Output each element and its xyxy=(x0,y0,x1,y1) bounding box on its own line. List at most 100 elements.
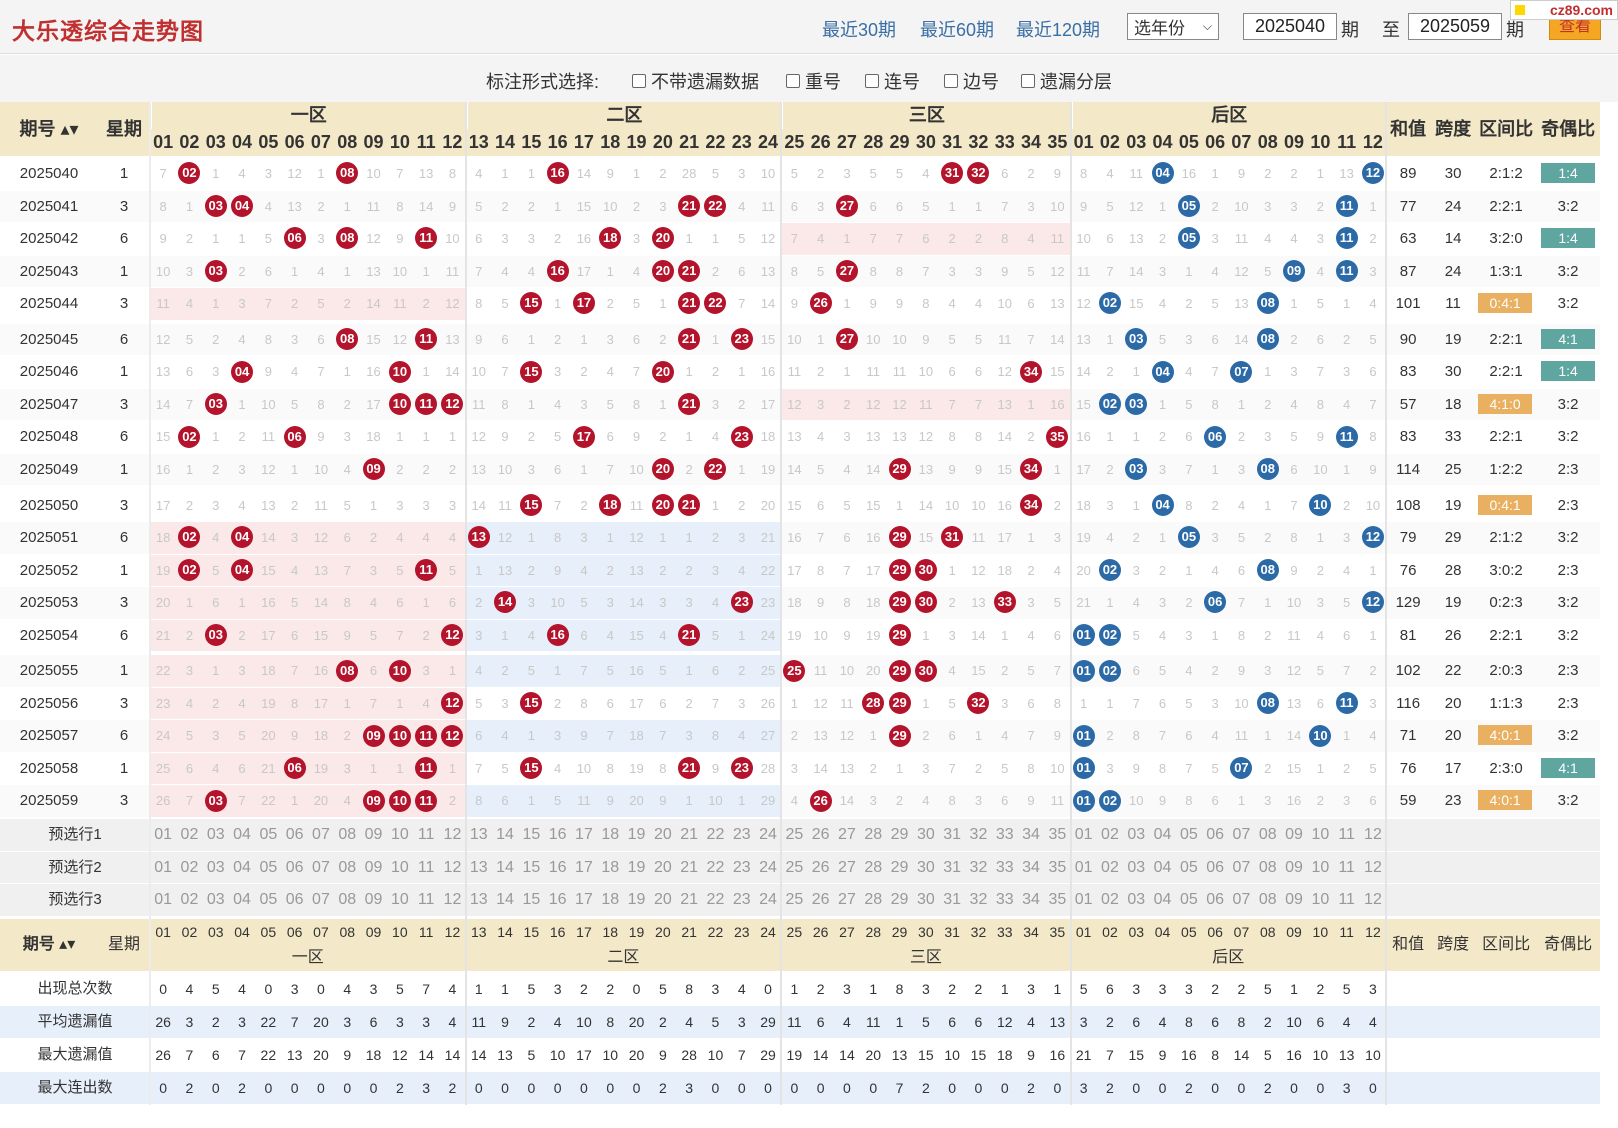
preselect-number[interactable]: 09 xyxy=(1285,858,1303,876)
preselect-number[interactable]: 27 xyxy=(838,826,856,843)
preselect-number[interactable]: 08 xyxy=(338,858,357,876)
preselect-number[interactable]: 08 xyxy=(338,826,357,843)
preselect-number[interactable]: 02 xyxy=(180,858,199,876)
preselect-number[interactable]: 12 xyxy=(1364,891,1382,908)
checkbox[interactable] xyxy=(632,74,646,88)
preselect-number[interactable]: 30 xyxy=(916,826,935,843)
preselect-number[interactable]: 21 xyxy=(680,891,699,908)
preselect-number[interactable]: 05 xyxy=(1179,826,1198,843)
preselect-number[interactable]: 18 xyxy=(601,826,620,843)
preselect-number[interactable]: 05 xyxy=(259,891,278,908)
preselect-number[interactable]: 15 xyxy=(522,858,541,876)
preselect-number[interactable]: 19 xyxy=(627,826,646,843)
preselect-number[interactable]: 09 xyxy=(364,891,383,908)
preselect-number[interactable]: 12 xyxy=(443,891,462,908)
preselect-number[interactable]: 11 xyxy=(417,891,435,908)
preselect-number[interactable]: 33 xyxy=(995,858,1014,876)
preselect-number[interactable]: 23 xyxy=(732,891,751,908)
preselect-number[interactable]: 07 xyxy=(1232,858,1251,876)
preselect-number[interactable]: 35 xyxy=(1048,826,1067,843)
preselect-number[interactable]: 07 xyxy=(312,891,330,908)
preselect-number[interactable]: 12 xyxy=(443,858,462,876)
preselect-number[interactable]: 24 xyxy=(759,891,777,908)
preselect-number[interactable]: 10 xyxy=(390,826,409,843)
filter-option-consecutive[interactable]: 连号 xyxy=(865,68,920,94)
preselect-number[interactable]: 06 xyxy=(285,826,304,843)
preselect-number[interactable]: 32 xyxy=(969,858,988,876)
preselect-number[interactable]: 26 xyxy=(811,858,830,876)
preselect-number[interactable]: 08 xyxy=(1258,858,1277,876)
preselect-number[interactable]: 28 xyxy=(864,858,883,876)
preselect-number[interactable]: 04 xyxy=(1153,826,1172,843)
preselect-number[interactable]: 09 xyxy=(364,858,383,876)
preselect-number[interactable]: 27 xyxy=(838,858,856,876)
recent-120-link[interactable]: 最近120期 xyxy=(1016,20,1101,40)
preselect-number[interactable]: 15 xyxy=(522,826,541,843)
preselect-number[interactable]: 26 xyxy=(811,891,830,908)
preselect-number[interactable]: 11 xyxy=(1338,891,1355,908)
preselect-number[interactable]: 26 xyxy=(811,826,830,843)
preselect-number[interactable]: 23 xyxy=(732,858,751,876)
preselect-number[interactable]: 25 xyxy=(785,858,804,876)
preselect-number[interactable]: 02 xyxy=(1101,858,1119,876)
preselect-number[interactable]: 03 xyxy=(206,858,225,876)
preselect-number[interactable]: 11 xyxy=(1338,826,1355,843)
preselect-number[interactable]: 10 xyxy=(390,858,409,876)
preselect-number[interactable]: 04 xyxy=(1153,891,1172,908)
preselect-number[interactable]: 01 xyxy=(154,858,173,876)
preselect-number[interactable]: 06 xyxy=(1206,891,1225,908)
preselect-number[interactable]: 07 xyxy=(312,826,330,843)
preselect-number[interactable]: 09 xyxy=(364,826,383,843)
preselect-number[interactable]: 18 xyxy=(601,891,620,908)
preselect-number[interactable]: 14 xyxy=(496,826,514,843)
preselect-number[interactable]: 29 xyxy=(890,891,909,908)
preselect-number[interactable]: 08 xyxy=(1258,891,1277,908)
preselect-number[interactable]: 04 xyxy=(233,826,251,843)
preselect-number[interactable]: 35 xyxy=(1048,891,1067,908)
preselect-number[interactable]: 24 xyxy=(759,858,777,876)
preselect-number[interactable]: 35 xyxy=(1048,858,1067,876)
issue-header[interactable]: 期号 ▴▾ xyxy=(19,119,79,139)
preselect-number[interactable]: 34 xyxy=(1022,858,1040,876)
preselect-number[interactable]: 32 xyxy=(969,826,988,843)
preselect-number[interactable]: 03 xyxy=(1127,891,1146,908)
preselect-number[interactable]: 20 xyxy=(653,826,672,843)
preselect-number[interactable]: 23 xyxy=(732,826,751,843)
year-select[interactable]: 选年份 ⌵ xyxy=(1127,13,1219,40)
preselect-number[interactable]: 15 xyxy=(522,891,541,908)
preselect-number[interactable]: 10 xyxy=(1311,826,1330,843)
filter-option-repeat[interactable]: 重号 xyxy=(786,68,841,94)
preselect-number[interactable]: 11 xyxy=(417,826,435,843)
preselect-number[interactable]: 08 xyxy=(1258,826,1277,843)
preselect-number[interactable]: 12 xyxy=(1364,858,1382,876)
preselect-number[interactable]: 03 xyxy=(1127,826,1146,843)
preselect-number[interactable]: 16 xyxy=(548,891,567,908)
preselect-number[interactable]: 09 xyxy=(1285,826,1303,843)
preselect-number[interactable]: 07 xyxy=(1232,891,1251,908)
issue-header[interactable]: 期号 ▴▾ xyxy=(22,935,76,953)
preselect-number[interactable]: 06 xyxy=(285,858,304,876)
preselect-number[interactable]: 28 xyxy=(864,891,883,908)
filter-option-no-missing[interactable]: 不带遗漏数据 xyxy=(632,68,759,94)
preselect-number[interactable]: 07 xyxy=(1232,826,1251,843)
preselect-number[interactable]: 05 xyxy=(259,826,278,843)
filter-option-edge[interactable]: 边号 xyxy=(944,68,999,94)
preselect-number[interactable]: 24 xyxy=(759,826,777,843)
checkbox[interactable] xyxy=(944,74,958,88)
preselect-number[interactable]: 21 xyxy=(680,858,699,876)
preselect-number[interactable]: 25 xyxy=(785,891,804,908)
preselect-number[interactable]: 07 xyxy=(312,858,330,876)
preselect-number[interactable]: 03 xyxy=(206,826,225,843)
preselect-number[interactable]: 02 xyxy=(1101,826,1119,843)
preselect-number[interactable]: 27 xyxy=(838,891,856,908)
preselect-number[interactable]: 30 xyxy=(916,858,935,876)
recent-60-link[interactable]: 最近60期 xyxy=(920,20,995,40)
preselect-number[interactable]: 20 xyxy=(653,891,672,908)
preselect-number[interactable]: 11 xyxy=(1338,858,1355,876)
preselect-number[interactable]: 01 xyxy=(1074,826,1093,843)
preselect-number[interactable]: 06 xyxy=(1206,858,1225,876)
preselect-number[interactable]: 31 xyxy=(943,858,962,876)
preselect-number[interactable]: 28 xyxy=(864,826,883,843)
preselect-number[interactable]: 01 xyxy=(1074,891,1093,908)
preselect-number[interactable]: 22 xyxy=(706,891,725,908)
